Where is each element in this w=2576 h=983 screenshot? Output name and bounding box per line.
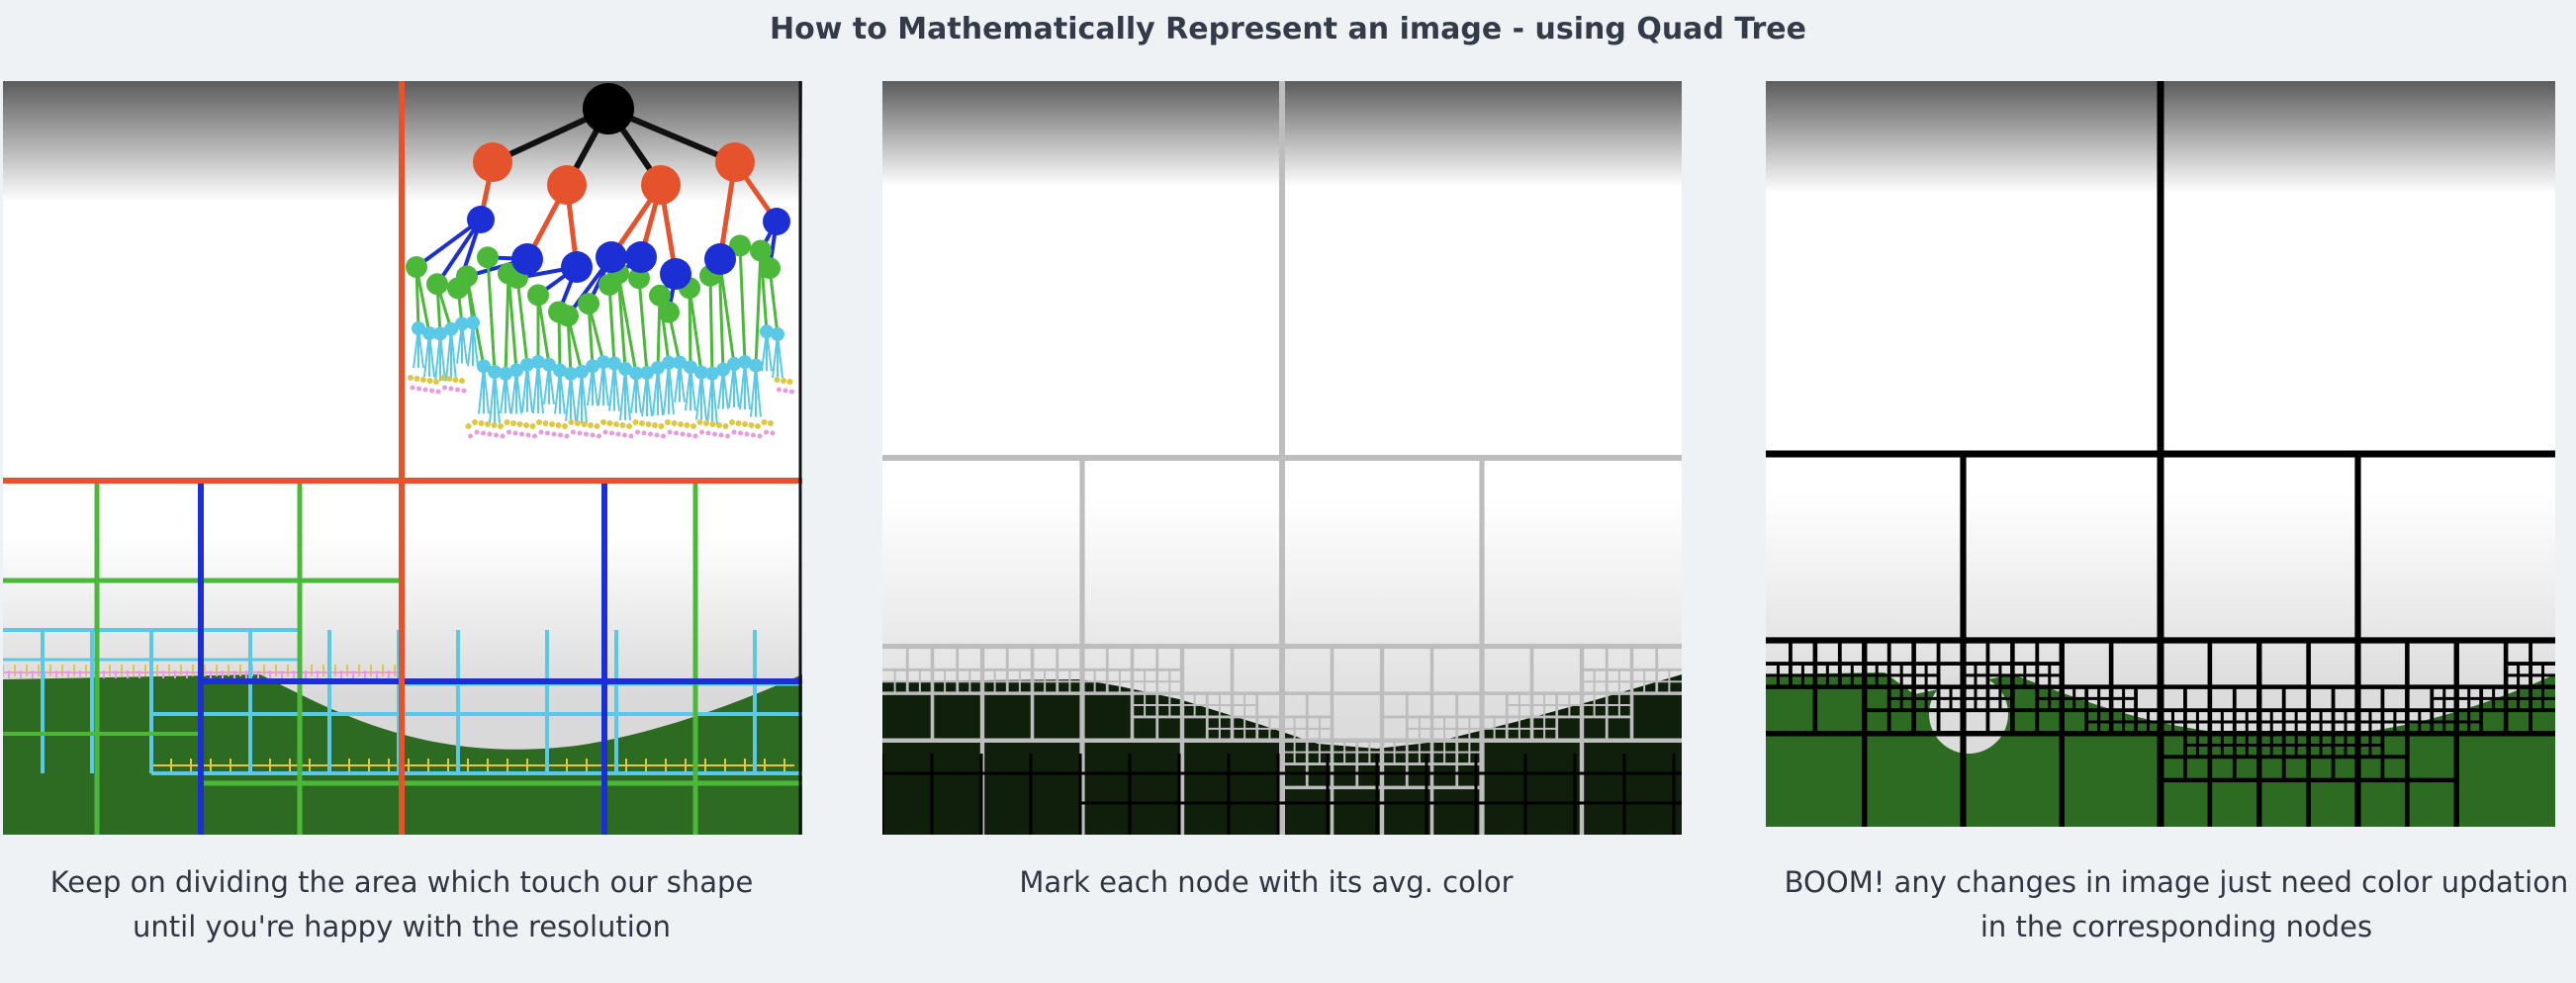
- page-title: How to Mathematically Represent an image…: [770, 12, 1806, 46]
- caption-boom-line2: in the corresponding nodes: [1979, 910, 2373, 943]
- caption-avg-color: Mark each node with its avg. color: [841, 860, 1692, 905]
- quadtree-updated-illustration: [1766, 81, 2555, 827]
- caption-boom: BOOM! any changes in image just need col…: [1741, 860, 2576, 949]
- quadtree-avg-color-illustration: [882, 81, 1682, 835]
- caption-divide-line1: Keep on dividing the area which touch ou…: [49, 865, 754, 899]
- caption-boom-line1: BOOM! any changes in image just need col…: [1784, 865, 2569, 899]
- quadtree-avg-color-panel: [882, 81, 1682, 835]
- quadtree-colored-illustration: [3, 81, 802, 835]
- caption-divide: Keep on dividing the area which touch ou…: [0, 860, 827, 949]
- quadtree-colored-panel: [3, 81, 802, 835]
- caption-divide-line2: until you're happy with the resolution: [133, 910, 671, 943]
- caption-avg-color-line1: Mark each node with its avg. color: [1019, 865, 1514, 899]
- quadtree-updated-panel: [1761, 81, 2560, 827]
